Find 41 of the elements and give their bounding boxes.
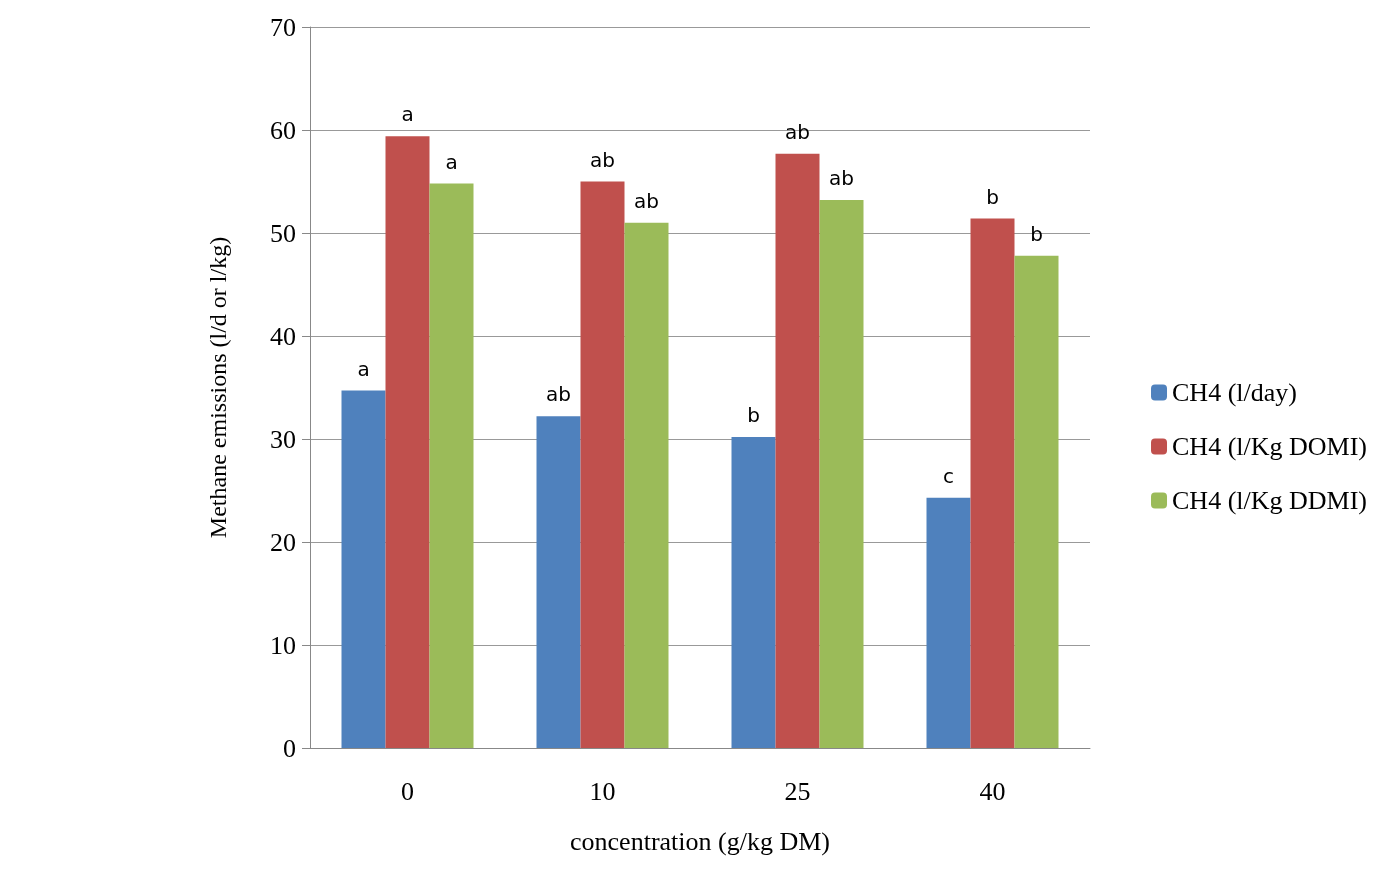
data-label: b [1030,221,1043,246]
bar [926,497,971,748]
bar [731,436,776,748]
x-axis-title: concentration (g/kg DM) [570,826,830,856]
data-label: b [747,402,760,427]
x-tick-label: 25 [784,776,811,806]
y-tick-label: 60 [270,115,296,145]
bar [341,390,386,748]
data-label: c [943,463,954,488]
data-label: ab [590,147,615,172]
bar [970,218,1015,748]
bar [536,416,581,748]
y-tick-label: 70 [270,12,296,42]
y-tick-label: 30 [270,424,296,454]
data-label: ab [829,166,854,191]
data-label: b [986,184,999,209]
data-label: a [401,102,414,127]
x-tick-label: 40 [979,776,1006,806]
data-label: ab [634,188,659,213]
x-tick-label: 0 [401,776,414,806]
bar [624,222,669,748]
y-tick-label: 40 [270,321,296,351]
data-label: a [357,356,370,381]
y-axis-title: Methane emissions (l/d or l/kg) [205,236,231,539]
data-label: ab [785,119,810,144]
bar [819,200,864,748]
legend-label: CH4 (l/Kg DDMI) [1172,486,1368,515]
data-label: a [445,149,458,174]
y-tick-label: 10 [270,630,296,660]
x-tick-label: 10 [589,776,616,806]
y-tick-label: 20 [270,527,296,557]
bar [429,183,474,748]
legend-label: CH4 (l/day) [1172,378,1297,407]
data-label: ab [546,382,571,407]
bar [1014,255,1059,748]
y-tick-label: 50 [270,218,296,248]
bar [385,136,430,748]
bar [580,181,625,748]
legend-label: CH4 (l/Kg DOMI) [1172,432,1368,461]
y-tick-label: 0 [283,733,296,763]
bar [775,153,820,748]
